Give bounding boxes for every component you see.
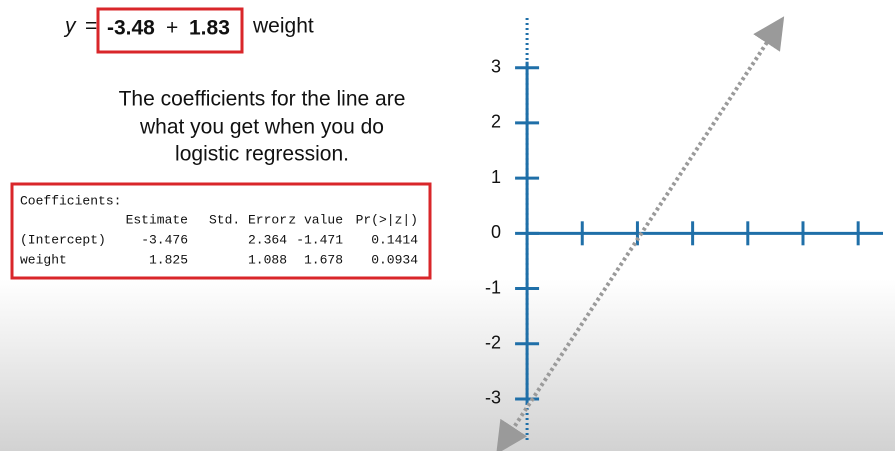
equation-equals: = — [85, 15, 97, 38]
y-tick-label: -3 — [485, 388, 501, 408]
y-tick-label: 1 — [491, 167, 501, 187]
table-cell: 1.088 — [248, 252, 287, 267]
table-cell: -3.476 — [141, 232, 188, 247]
caption-line: The coefficients for the line are — [119, 88, 406, 111]
equation-intercept: -3.48 — [107, 17, 155, 40]
table-cell: 0.0934 — [371, 252, 418, 267]
table-cell: 1.678 — [304, 252, 343, 267]
equation-variable: weight — [252, 15, 314, 38]
row-label: (Intercept) — [20, 232, 106, 247]
caption-line: what you get when you do — [139, 116, 384, 139]
row-label: weight — [20, 252, 67, 267]
table-header: Estimate — [126, 212, 188, 227]
table-title: Coefficients: — [20, 193, 121, 208]
chart: -3 -2 -1 0 1 2 3 — [485, 16, 883, 451]
table-header: z value — [288, 212, 343, 227]
highlight-box — [96, 7, 244, 54]
y-tick-label: -2 — [485, 332, 501, 352]
table-box — [10, 182, 432, 280]
table: Estimate Std. Error z value Pr(>|z|) (Interc… — [20, 212, 418, 267]
y-tick-label: 3 — [491, 56, 501, 76]
table-cell: 0.1414 — [371, 232, 418, 247]
table-cell: 1.825 — [149, 252, 188, 267]
regression-line — [496, 16, 785, 451]
caption-line: logistic regression. — [175, 143, 349, 166]
table-header: Pr(>|z|) — [356, 212, 418, 227]
equation-plus: + — [166, 17, 178, 40]
table-cell: 2.364 — [248, 232, 287, 247]
table-header: Std. Error — [209, 212, 287, 227]
y-tick-label: -1 — [485, 277, 501, 297]
equation-y: y — [63, 15, 77, 38]
equation-slope: 1.83 — [189, 17, 230, 40]
table-cell: -1.471 — [296, 232, 343, 247]
y-tick-label: 0 — [491, 222, 501, 242]
y-tick-label: 2 — [491, 112, 501, 132]
